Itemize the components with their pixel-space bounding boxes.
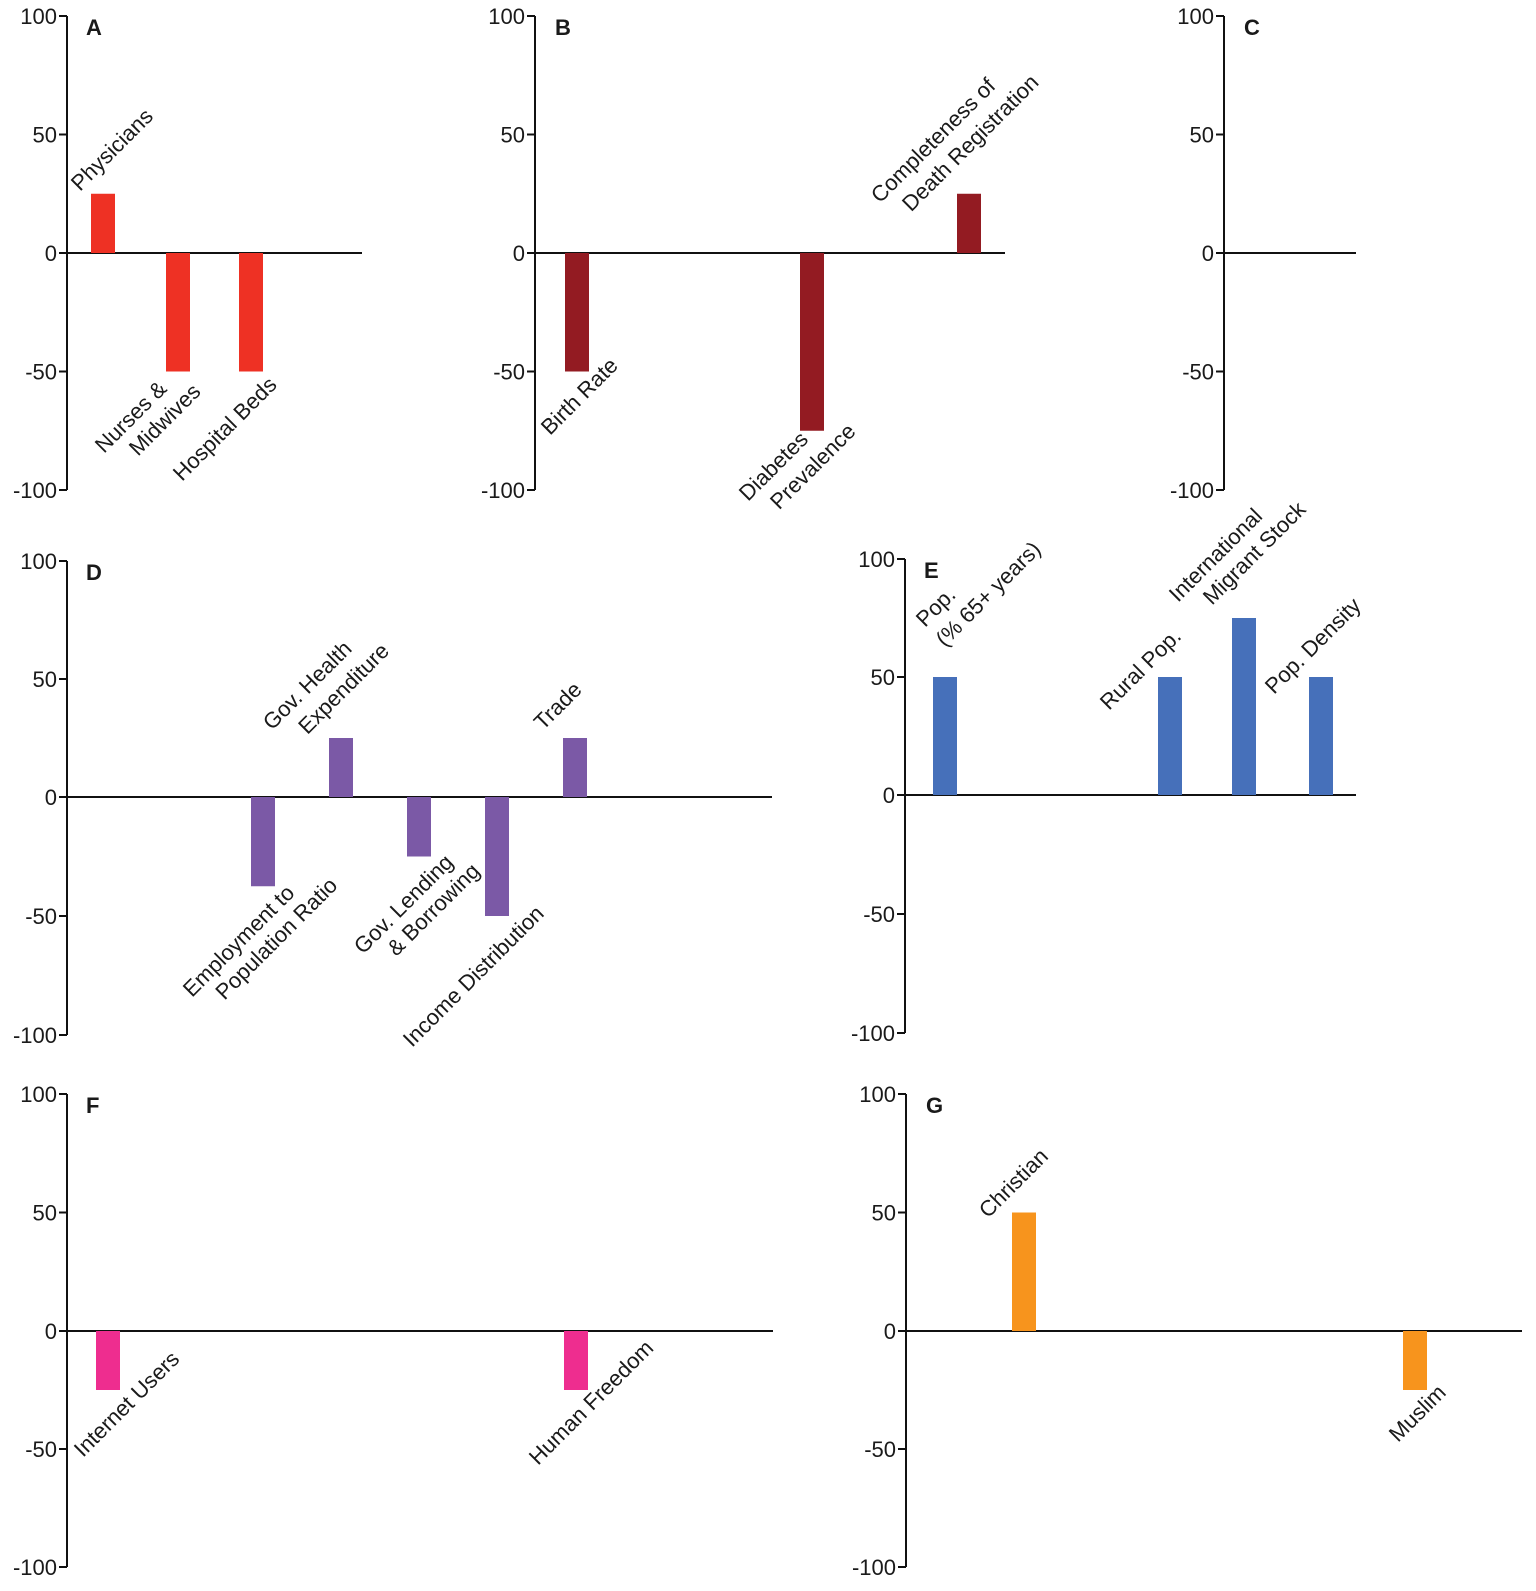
bar-e-2 bbox=[1232, 618, 1256, 795]
bar-f-0 bbox=[96, 1331, 120, 1390]
bar-a-2 bbox=[239, 253, 263, 372]
bar-label: Physicians bbox=[66, 104, 158, 196]
y-tick-label: -50 bbox=[1182, 360, 1214, 385]
bar-label-line: Internet Users bbox=[69, 1346, 184, 1461]
y-tick-label: 0 bbox=[884, 1319, 896, 1344]
y-tick-label: 0 bbox=[45, 241, 57, 266]
y-tick-label: -100 bbox=[481, 478, 525, 503]
bar-label: Trade bbox=[529, 677, 587, 735]
bar-b-0 bbox=[565, 253, 589, 372]
bar-d-4 bbox=[563, 738, 587, 797]
y-tick-label: -100 bbox=[13, 1555, 57, 1580]
bar-d-2 bbox=[407, 797, 431, 857]
y-tick-label: 50 bbox=[33, 667, 57, 692]
y-tick-label: 100 bbox=[20, 1082, 57, 1107]
bar-g-0 bbox=[1012, 1212, 1036, 1331]
bar-label: Internet Users bbox=[69, 1346, 184, 1461]
y-tick-label: 0 bbox=[513, 241, 525, 266]
panel-f: 100 50 0 -50 -100 F Internet Users Human Freedo… bbox=[13, 1082, 773, 1580]
bar-b-1 bbox=[800, 253, 824, 431]
y-tick-label: 100 bbox=[20, 549, 57, 574]
y-tick-label: 100 bbox=[859, 1082, 896, 1107]
bar-a-1 bbox=[166, 253, 190, 372]
bar-label-line: Christian bbox=[974, 1143, 1053, 1222]
bar-f-1 bbox=[564, 1331, 588, 1390]
y-tick-label: 50 bbox=[871, 665, 895, 690]
y-tick-label: 0 bbox=[45, 785, 57, 810]
y-tick-label: -50 bbox=[863, 902, 895, 927]
y-tick-label: 0 bbox=[883, 783, 895, 808]
bar-d-0 bbox=[251, 797, 275, 887]
panel-letter: A bbox=[86, 15, 102, 40]
y-tick-label: 0 bbox=[45, 1319, 57, 1344]
bar-e-3 bbox=[1309, 677, 1333, 795]
bar-label: Gov. Lending& Borrowing bbox=[349, 849, 485, 960]
y-tick-label: -100 bbox=[13, 1023, 57, 1048]
bar-d-1 bbox=[329, 738, 353, 797]
bar-label: Human Freedom bbox=[524, 1335, 658, 1469]
panel-letter: F bbox=[86, 1093, 99, 1118]
y-tick-label: -50 bbox=[864, 1437, 896, 1462]
panel-letter: B bbox=[555, 15, 571, 40]
bar-e-1 bbox=[1158, 677, 1182, 795]
bar-b-2 bbox=[957, 193, 981, 253]
y-tick-label: 100 bbox=[858, 547, 895, 572]
y-tick-label: 50 bbox=[1190, 123, 1214, 148]
bar-label-line: Human Freedom bbox=[524, 1335, 658, 1469]
bar-a-0 bbox=[91, 193, 115, 253]
y-tick-label: -50 bbox=[493, 360, 525, 385]
bar-d-3 bbox=[485, 797, 509, 916]
bar-label-line: Physicians bbox=[66, 104, 158, 196]
y-tick-label: -50 bbox=[25, 360, 57, 385]
y-tick-label: 0 bbox=[1202, 241, 1214, 266]
bar-label-line: Trade bbox=[529, 677, 587, 735]
y-tick-label: 50 bbox=[33, 1201, 57, 1226]
y-tick-label: 100 bbox=[20, 4, 57, 29]
bar-g-1 bbox=[1403, 1331, 1427, 1390]
panel-letter: D bbox=[86, 560, 102, 585]
y-tick-label: -100 bbox=[852, 1555, 896, 1580]
y-tick-label: 50 bbox=[33, 123, 57, 148]
bar-e-0 bbox=[933, 677, 957, 795]
panel-letter: C bbox=[1244, 15, 1260, 40]
y-tick-label: 100 bbox=[1177, 4, 1214, 29]
bar-label: Pop.(% 65+ years) bbox=[911, 536, 1046, 651]
panel-c: 100 50 0 -50 -100 C bbox=[1170, 4, 1356, 503]
y-tick-label: -100 bbox=[1170, 478, 1214, 503]
y-tick-label: 50 bbox=[501, 123, 525, 148]
bar-label: Christian bbox=[974, 1143, 1053, 1222]
y-tick-label: -100 bbox=[13, 478, 57, 503]
y-tick-label: -50 bbox=[25, 1437, 57, 1462]
y-tick-label: 100 bbox=[488, 4, 525, 29]
y-tick-label: -50 bbox=[25, 904, 57, 929]
y-tick-label: -100 bbox=[851, 1021, 895, 1046]
panel-letter: E bbox=[924, 558, 939, 583]
y-tick-label: 50 bbox=[872, 1201, 896, 1226]
panel-letter: G bbox=[926, 1093, 943, 1118]
